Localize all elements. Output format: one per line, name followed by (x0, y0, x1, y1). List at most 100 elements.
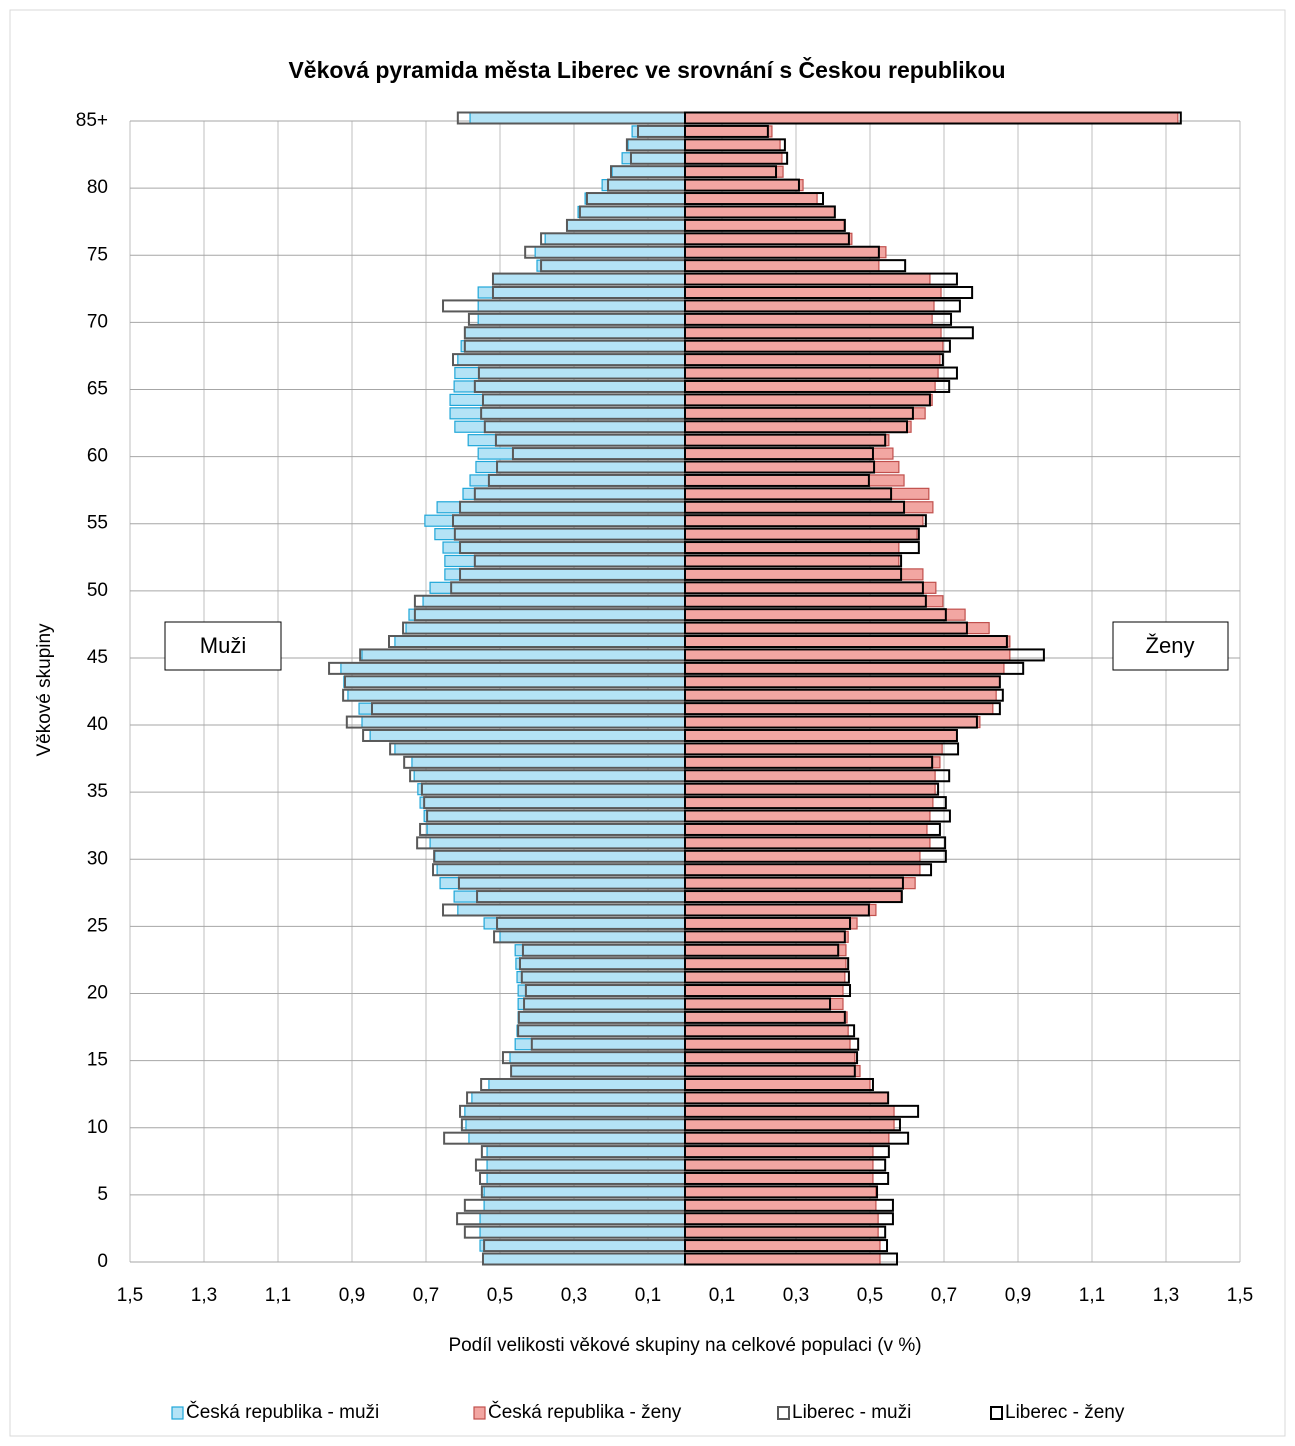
bar (684, 1038, 851, 1051)
bar (460, 340, 686, 353)
bar (684, 635, 1008, 649)
bar (684, 1091, 890, 1105)
bar (684, 407, 926, 420)
bar (684, 903, 870, 917)
bar (340, 662, 686, 675)
legend-swatch (171, 1406, 184, 1420)
bar (627, 138, 686, 151)
bar (684, 192, 825, 206)
bar (684, 393, 931, 407)
bar (499, 930, 686, 943)
bar (684, 755, 934, 769)
y-tick-label: 15 (87, 1050, 108, 1071)
y-tick-label: 80 (87, 177, 108, 198)
bar (684, 836, 947, 850)
bar (413, 769, 686, 782)
y-tick-label: 75 (87, 244, 108, 265)
bar (684, 1011, 848, 1024)
bar (486, 1172, 686, 1185)
x-tick-label: 0,3 (783, 1285, 809, 1306)
bar (434, 850, 686, 863)
bar (684, 1078, 871, 1091)
bar (684, 152, 783, 165)
bar (684, 930, 846, 944)
bar (684, 783, 936, 796)
bar (684, 393, 933, 406)
bar (684, 782, 940, 796)
bar (394, 742, 686, 756)
bar (684, 675, 1001, 689)
y-tick-label: 55 (87, 513, 108, 534)
bar (684, 138, 786, 152)
bar (684, 689, 997, 702)
bar (405, 621, 686, 635)
bar (684, 487, 893, 501)
bar (684, 1010, 846, 1024)
y-tick-label: 65 (87, 378, 108, 399)
bar (684, 313, 933, 326)
bar (483, 917, 686, 930)
bar (684, 527, 920, 541)
bar (477, 299, 686, 313)
y-tick-label: 20 (87, 983, 108, 1004)
bar (449, 393, 686, 406)
bar (486, 1158, 686, 1172)
x-tick-label: 0,1 (635, 1285, 661, 1306)
bar (684, 447, 874, 461)
bar (684, 1105, 895, 1118)
bar (684, 916, 852, 930)
bar (434, 528, 686, 541)
bar (684, 219, 845, 232)
x-tick-label: 1,1 (1079, 1285, 1105, 1306)
x-tick-label: 0,5 (487, 1285, 513, 1306)
bar (684, 460, 876, 474)
bar (454, 420, 686, 433)
bar (684, 218, 846, 232)
bar (684, 648, 1011, 662)
bar (684, 850, 921, 863)
bar (684, 178, 800, 192)
bar (684, 1212, 879, 1225)
bar (467, 434, 686, 447)
bar (684, 769, 936, 782)
y-tick-label: 60 (87, 446, 108, 467)
y-axis-title: Věkové skupiny (34, 623, 55, 757)
x-tick-label: 1,3 (1153, 1285, 1179, 1306)
bar (684, 366, 958, 380)
bar (517, 984, 686, 997)
bar (483, 1185, 686, 1198)
bar (684, 514, 927, 528)
bar (534, 246, 686, 259)
bar (684, 971, 846, 984)
bar (684, 917, 858, 930)
bar (464, 326, 686, 339)
bar (684, 1185, 879, 1199)
bar (684, 165, 778, 179)
bar (684, 1024, 856, 1038)
bar (684, 675, 1001, 688)
bar (684, 1172, 874, 1185)
bar (684, 957, 847, 970)
bar (475, 460, 686, 474)
bar (479, 1239, 686, 1252)
bar (684, 1198, 894, 1212)
bar (684, 957, 850, 971)
bar (684, 232, 853, 245)
bar (442, 541, 686, 554)
bar (684, 890, 903, 904)
bar (684, 286, 974, 300)
bar (492, 272, 686, 286)
bar (684, 1226, 879, 1239)
x-tick-label: 0,7 (931, 1285, 957, 1306)
bar (684, 1199, 877, 1212)
bar (684, 1171, 890, 1185)
bar (684, 124, 769, 138)
legend-label: Liberec - ženy (1005, 1402, 1125, 1423)
bar (358, 702, 686, 715)
legend-label: Česká republika - muži (186, 1401, 379, 1423)
bar (483, 1199, 686, 1212)
bar (684, 487, 930, 500)
bar (684, 151, 789, 165)
bar (469, 474, 686, 487)
bar (684, 809, 951, 823)
